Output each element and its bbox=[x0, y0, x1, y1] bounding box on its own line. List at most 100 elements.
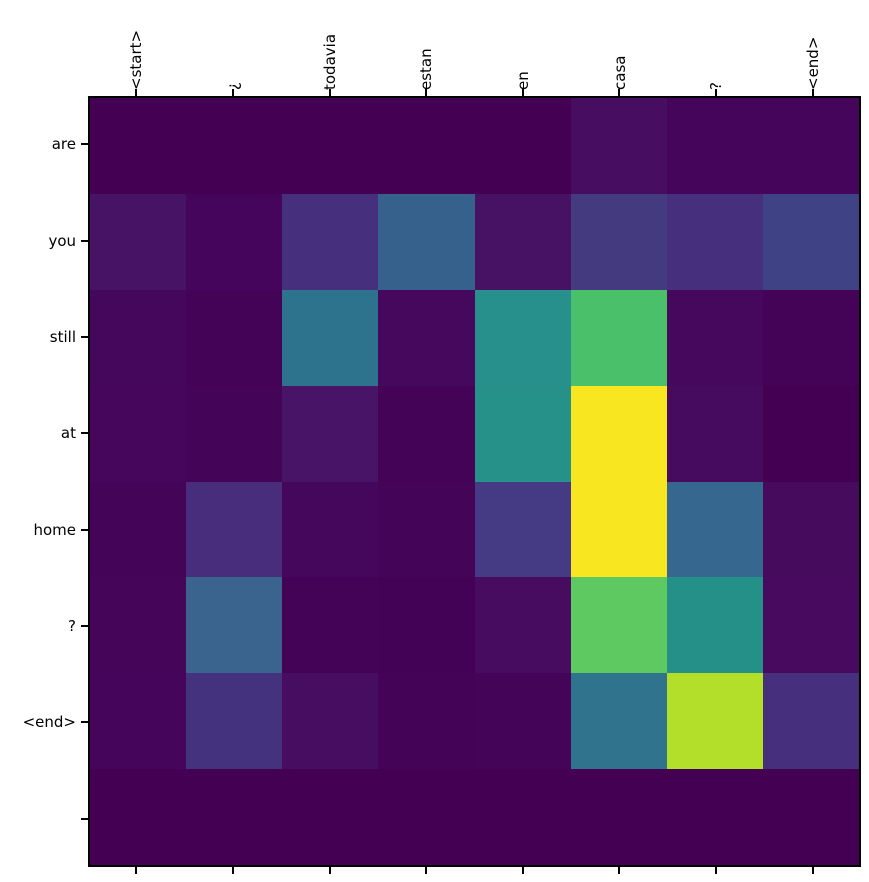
heatmap-cell-r2c1 bbox=[186, 289, 283, 386]
heatmap-cell-r0c6 bbox=[666, 98, 763, 194]
heatmap-cell-r7c5 bbox=[570, 769, 667, 865]
heatmap-cell-r6c1 bbox=[186, 673, 283, 770]
heatmap-plot-area bbox=[88, 96, 861, 867]
heatmap-cell-r5c7 bbox=[762, 577, 859, 674]
y-tick-label-at: at bbox=[60, 424, 76, 442]
x-bottom-tick-3 bbox=[425, 867, 428, 874]
x-bottom-tick-7 bbox=[811, 867, 814, 874]
heatmap-cell-r7c1 bbox=[186, 769, 283, 865]
heatmap-cell-r2c0 bbox=[90, 289, 187, 386]
y-left-tick-5 bbox=[81, 625, 88, 628]
heatmap-cell-r5c3 bbox=[378, 577, 475, 674]
x-bottom-tick-1 bbox=[231, 867, 234, 874]
x-tick-label-todavia: todavia bbox=[321, 33, 339, 90]
heatmap-cell-r2c7 bbox=[762, 289, 859, 386]
heatmap-cell-r5c2 bbox=[282, 577, 379, 674]
heatmap-cell-r0c5 bbox=[570, 98, 667, 194]
heatmap-cell-r7c3 bbox=[378, 769, 475, 865]
heatmap-cell-r2c5 bbox=[570, 289, 667, 386]
heatmap-cell-r4c0 bbox=[90, 481, 187, 578]
y-left-tick-7 bbox=[81, 817, 88, 820]
heatmap-cell-r2c6 bbox=[666, 289, 763, 386]
heatmap-cell-r7c6 bbox=[666, 769, 763, 865]
x-tick-label-estan: estan bbox=[417, 48, 435, 90]
heatmap-cell-r3c0 bbox=[90, 385, 187, 482]
heatmap-cell-r4c3 bbox=[378, 481, 475, 578]
heatmap-cell-r6c0 bbox=[90, 673, 187, 770]
heatmap-cell-r3c7 bbox=[762, 385, 859, 482]
y-tick-label-still: still bbox=[49, 328, 76, 346]
heatmap-cell-r3c5 bbox=[570, 385, 667, 482]
heatmap-cell-r4c7 bbox=[762, 481, 859, 578]
x-top-tick-6 bbox=[715, 89, 718, 96]
heatmap-cell-r6c2 bbox=[282, 673, 379, 770]
heatmap-cell-r5c4 bbox=[474, 577, 571, 674]
x-top-tick-5 bbox=[618, 89, 621, 96]
y-tick-label-are: are bbox=[51, 135, 76, 153]
x-bottom-tick-4 bbox=[521, 867, 524, 874]
heatmap-cell-r1c3 bbox=[378, 193, 475, 290]
heatmap-cell-r6c7 bbox=[762, 673, 859, 770]
heatmap-cell-r1c0 bbox=[90, 193, 187, 290]
heatmap-cell-r0c7 bbox=[762, 98, 859, 194]
heatmap-cell-r5c1 bbox=[186, 577, 283, 674]
heatmap-cell-r7c0 bbox=[90, 769, 187, 865]
heatmap-cell-r6c4 bbox=[474, 673, 571, 770]
heatmap-cell-r4c1 bbox=[186, 481, 283, 578]
heatmap-cell-r0c1 bbox=[186, 98, 283, 194]
x-top-tick-2 bbox=[328, 89, 331, 96]
y-tick-label-you: you bbox=[48, 232, 76, 250]
heatmap-cell-r1c2 bbox=[282, 193, 379, 290]
heatmap-cell-r1c4 bbox=[474, 193, 571, 290]
heatmap-cell-r5c6 bbox=[666, 577, 763, 674]
y-tick-label-end: <end> bbox=[22, 713, 76, 731]
x-top-tick-7 bbox=[811, 89, 814, 96]
heatmap-cell-r3c6 bbox=[666, 385, 763, 482]
y-left-tick-4 bbox=[81, 528, 88, 531]
heatmap-cell-r6c3 bbox=[378, 673, 475, 770]
y-left-tick-3 bbox=[81, 432, 88, 435]
x-tick-label-start: <start> bbox=[127, 29, 145, 90]
y-left-tick-0 bbox=[81, 143, 88, 146]
y-left-tick-6 bbox=[81, 721, 88, 724]
y-left-tick-1 bbox=[81, 239, 88, 242]
heatmap-cell-r3c3 bbox=[378, 385, 475, 482]
y-tick-label-home: home bbox=[33, 521, 76, 539]
heatmap-cell-r6c5 bbox=[570, 673, 667, 770]
x-tick-label-end: <end> bbox=[804, 36, 822, 90]
heatmap-cell-r6c6 bbox=[666, 673, 763, 770]
heatmap-cell-r1c7 bbox=[762, 193, 859, 290]
heatmap-cell-r4c6 bbox=[666, 481, 763, 578]
heatmap-cell-r0c2 bbox=[282, 98, 379, 194]
x-top-tick-3 bbox=[425, 89, 428, 96]
heatmap-cell-r1c6 bbox=[666, 193, 763, 290]
heatmap-cell-r5c0 bbox=[90, 577, 187, 674]
heatmap-cell-r7c7 bbox=[762, 769, 859, 865]
heatmap-cell-r7c2 bbox=[282, 769, 379, 865]
x-bottom-tick-5 bbox=[618, 867, 621, 874]
heatmap-cell-r1c5 bbox=[570, 193, 667, 290]
heatmap-cell-r2c2 bbox=[282, 289, 379, 386]
x-tick-label-casa: casa bbox=[611, 55, 629, 90]
heatmap-cell-r3c2 bbox=[282, 385, 379, 482]
heatmap-cell-r3c1 bbox=[186, 385, 283, 482]
heatmap-cell-r7c4 bbox=[474, 769, 571, 865]
x-bottom-tick-6 bbox=[715, 867, 718, 874]
heatmap-cell-r0c0 bbox=[90, 98, 187, 194]
heatmap-cell-r2c3 bbox=[378, 289, 475, 386]
x-tick-label-en: en bbox=[514, 71, 532, 90]
heatmap-cell-r2c4 bbox=[474, 289, 571, 386]
x-bottom-tick-2 bbox=[328, 867, 331, 874]
heatmap-cell-r4c2 bbox=[282, 481, 379, 578]
y-tick-label-blank bbox=[0, 809, 76, 829]
x-bottom-tick-0 bbox=[135, 867, 138, 874]
heatmap-cell-r0c4 bbox=[474, 98, 571, 194]
x-top-tick-4 bbox=[521, 89, 524, 96]
heatmap-cell-r1c1 bbox=[186, 193, 283, 290]
heatmap-cell-r0c3 bbox=[378, 98, 475, 194]
y-left-tick-2 bbox=[81, 335, 88, 338]
y-tick-label-question: ? bbox=[68, 617, 76, 635]
heatmap-cell-r4c5 bbox=[570, 481, 667, 578]
x-top-tick-1 bbox=[231, 89, 234, 96]
